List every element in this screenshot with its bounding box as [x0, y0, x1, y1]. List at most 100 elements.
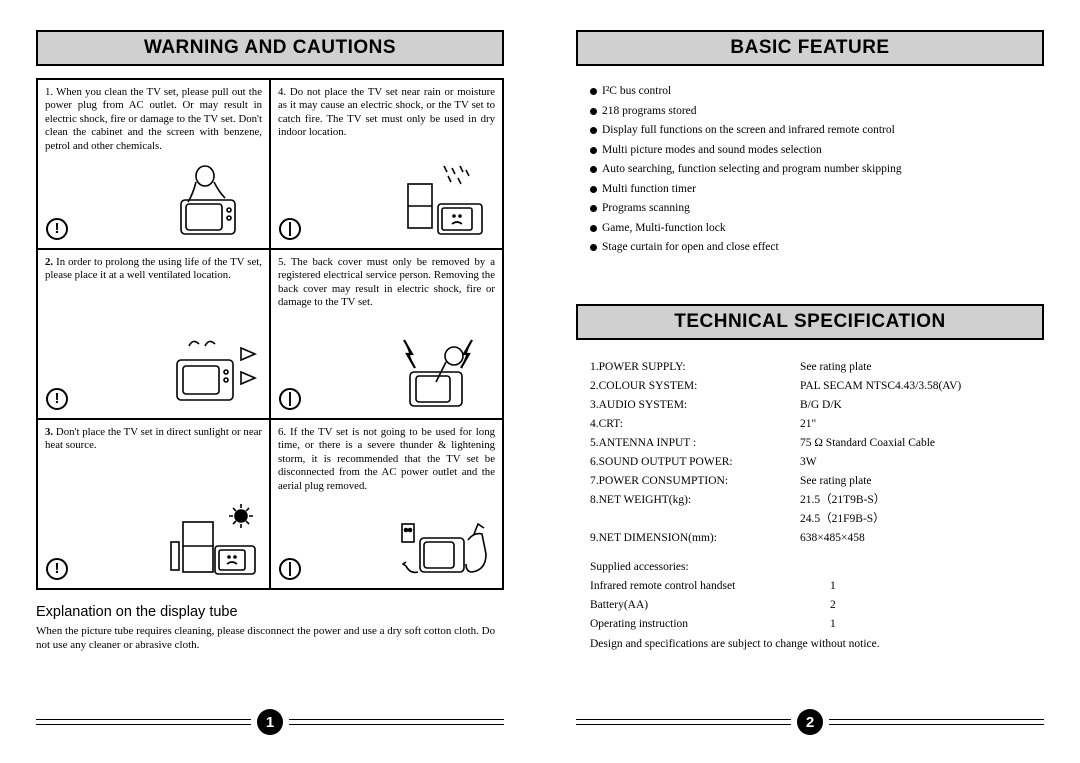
- footer-rule: [829, 719, 1044, 725]
- spec-block: 1.POWER SUPPLY:See rating plate2.COLOUR …: [576, 352, 1044, 661]
- spec-value: PAL SECAM NTSC4.43/3.58(AV): [800, 377, 1030, 396]
- caution-text: 2. In order to prolong the using life of…: [45, 256, 262, 281]
- feature-item: Programs scanning: [590, 199, 1030, 219]
- accessory-label: Infrared remote control handset: [590, 577, 830, 596]
- spec-row: 1.POWER SUPPLY:See rating plate: [590, 358, 1030, 377]
- bullet-icon: [590, 88, 597, 95]
- warnings-header: WARNING AND CAUTIONS: [36, 30, 504, 66]
- spec-label: 4.CRT:: [590, 415, 800, 434]
- spec-row: 3.AUDIO SYSTEM:B/G D/K: [590, 396, 1030, 415]
- bullet-icon: [590, 108, 597, 115]
- illustration-rain-tv: [366, 164, 496, 242]
- spec-label: 3.AUDIO SYSTEM:: [590, 396, 800, 415]
- page-left: WARNING AND CAUTIONS 1. When you clean t…: [0, 0, 540, 763]
- caution-cell-3: 3. Don't place the TV set in direct sunl…: [37, 419, 270, 589]
- feature-item: Stage curtain for open and close effect: [590, 238, 1030, 258]
- spec-label: 2.COLOUR SYSTEM:: [590, 377, 800, 396]
- feature-text: Game, Multi-function lock: [602, 219, 726, 239]
- feature-text: Multi picture modes and sound modes sele…: [602, 141, 822, 161]
- caution-text: 1. When you clean the TV set, please pul…: [45, 86, 262, 152]
- illustration-clean-tv: [133, 164, 263, 242]
- caution-text: 3. Don't place the TV set in direct sunl…: [45, 426, 262, 451]
- spec-label: 1.POWER SUPPLY:: [590, 358, 800, 377]
- feature-item: Display full functions on the screen and…: [590, 121, 1030, 141]
- spec-label: 5.ANTENNA INPUT :: [590, 434, 800, 453]
- illustration-shock-tv: [366, 334, 496, 412]
- spec-row: 9.NET DIMENSION(mm):638×485×458: [590, 529, 1030, 548]
- spec-value: 21.5（21T9B-S）: [800, 491, 1030, 510]
- page-right: BASIC FEATURE I²C bus control218 program…: [540, 0, 1080, 763]
- spec-row: 8.NET WEIGHT(kg):21.5（21T9B-S）: [590, 491, 1030, 510]
- feature-text: Programs scanning: [602, 199, 690, 219]
- feature-item: Multi picture modes and sound modes sele…: [590, 141, 1030, 161]
- explanation-body: When the picture tube requires cleaning,…: [36, 624, 504, 653]
- feature-item: 218 programs stored: [590, 102, 1030, 122]
- feature-text: Display full functions on the screen and…: [602, 121, 895, 141]
- bullet-icon: [590, 166, 597, 173]
- illustration-sun-tv: [133, 504, 263, 582]
- caution-text: 4. Do not place the TV set near rain or …: [278, 86, 495, 138]
- spec-row: 24.5（21F9B-S）: [590, 510, 1030, 529]
- spec-label: 8.NET WEIGHT(kg):: [590, 491, 800, 510]
- spec-value: 24.5（21F9B-S）: [800, 510, 1030, 529]
- features-header: BASIC FEATURE: [576, 30, 1044, 66]
- caution-cell-5: 5. The back cover must only be removed b…: [270, 249, 503, 419]
- spec-header: TECHNICAL SPECIFICATION: [576, 304, 1044, 340]
- spec-value: See rating plate: [800, 472, 1030, 491]
- spec-label: 7.POWER CONSUMPTION:: [590, 472, 800, 491]
- feature-item: Multi function timer: [590, 180, 1030, 200]
- prohibit-icon: |: [279, 558, 301, 580]
- caution-grid: 1. When you clean the TV set, please pul…: [36, 78, 504, 590]
- caution-cell-4: 4. Do not place the TV set near rain or …: [270, 79, 503, 249]
- page-footer: 2: [576, 707, 1044, 737]
- footer-rule: [289, 719, 504, 725]
- feature-list: I²C bus control218 programs storedDispla…: [576, 78, 1044, 262]
- spec-label: 9.NET DIMENSION(mm):: [590, 529, 800, 548]
- prohibit-icon: |: [279, 388, 301, 410]
- illustration-unplug-tv: [366, 504, 496, 582]
- caution-text: 5. The back cover must only be removed b…: [278, 256, 495, 308]
- spec-row: 4.CRT:21": [590, 415, 1030, 434]
- prohibit-icon: |: [279, 218, 301, 240]
- spec-value: 638×485×458: [800, 529, 1030, 548]
- bullet-icon: [590, 244, 597, 251]
- feature-text: 218 programs stored: [602, 102, 697, 122]
- spec-value: 21": [800, 415, 1030, 434]
- accessory-label: Operating instruction: [590, 615, 830, 634]
- accessory-row: Operating instruction1: [590, 615, 1030, 634]
- bullet-icon: [590, 225, 597, 232]
- footer-rule: [36, 719, 251, 725]
- caution-cell-2: 2. In order to prolong the using life of…: [37, 249, 270, 419]
- bullet-icon: [590, 147, 597, 154]
- bullet-icon: [590, 127, 597, 134]
- feature-text: Auto searching, function selecting and p…: [602, 160, 902, 180]
- accessory-qty: 1: [830, 577, 836, 596]
- spec-label: 6.SOUND OUTPUT POWER:: [590, 453, 800, 472]
- warning-icon: !: [46, 218, 68, 240]
- spec-value: B/G D/K: [800, 396, 1030, 415]
- spec-row: 2.COLOUR SYSTEM:PAL SECAM NTSC4.43/3.58(…: [590, 377, 1030, 396]
- explanation-title: Explanation on the display tube: [36, 604, 504, 620]
- page-number: 1: [257, 709, 283, 735]
- caution-cell-6: 6. If the TV set is not going to be used…: [270, 419, 503, 589]
- accessory-label: Battery(AA): [590, 596, 830, 615]
- spec-value: 3W: [800, 453, 1030, 472]
- page-number: 2: [797, 709, 823, 735]
- disclaimer: Design and specifications are subject to…: [590, 635, 1030, 654]
- feature-text: Multi function timer: [602, 180, 696, 200]
- accessory-row: Battery(AA)2: [590, 596, 1030, 615]
- feature-item: I²C bus control: [590, 82, 1030, 102]
- spec-row: 6.SOUND OUTPUT POWER:3W: [590, 453, 1030, 472]
- caution-cell-1: 1. When you clean the TV set, please pul…: [37, 79, 270, 249]
- illustration-ventilate-tv: [133, 334, 263, 412]
- accessory-qty: 1: [830, 615, 836, 634]
- spec-value: 75 Ω Standard Coaxial Cable: [800, 434, 1030, 453]
- footer-rule: [576, 719, 791, 725]
- bullet-icon: [590, 186, 597, 193]
- feature-item: Game, Multi-function lock: [590, 219, 1030, 239]
- accessories-title: Supplied accessories:: [590, 558, 1030, 577]
- spec-row: 5.ANTENNA INPUT :75 Ω Standard Coaxial C…: [590, 434, 1030, 453]
- feature-text: Stage curtain for open and close effect: [602, 238, 779, 258]
- caution-text: 6. If the TV set is not going to be used…: [278, 426, 495, 492]
- feature-text: I²C bus control: [602, 82, 671, 102]
